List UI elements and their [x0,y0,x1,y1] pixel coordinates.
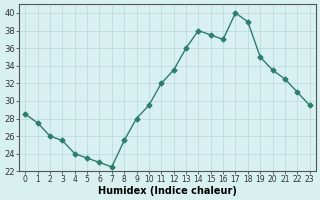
X-axis label: Humidex (Indice chaleur): Humidex (Indice chaleur) [98,186,237,196]
